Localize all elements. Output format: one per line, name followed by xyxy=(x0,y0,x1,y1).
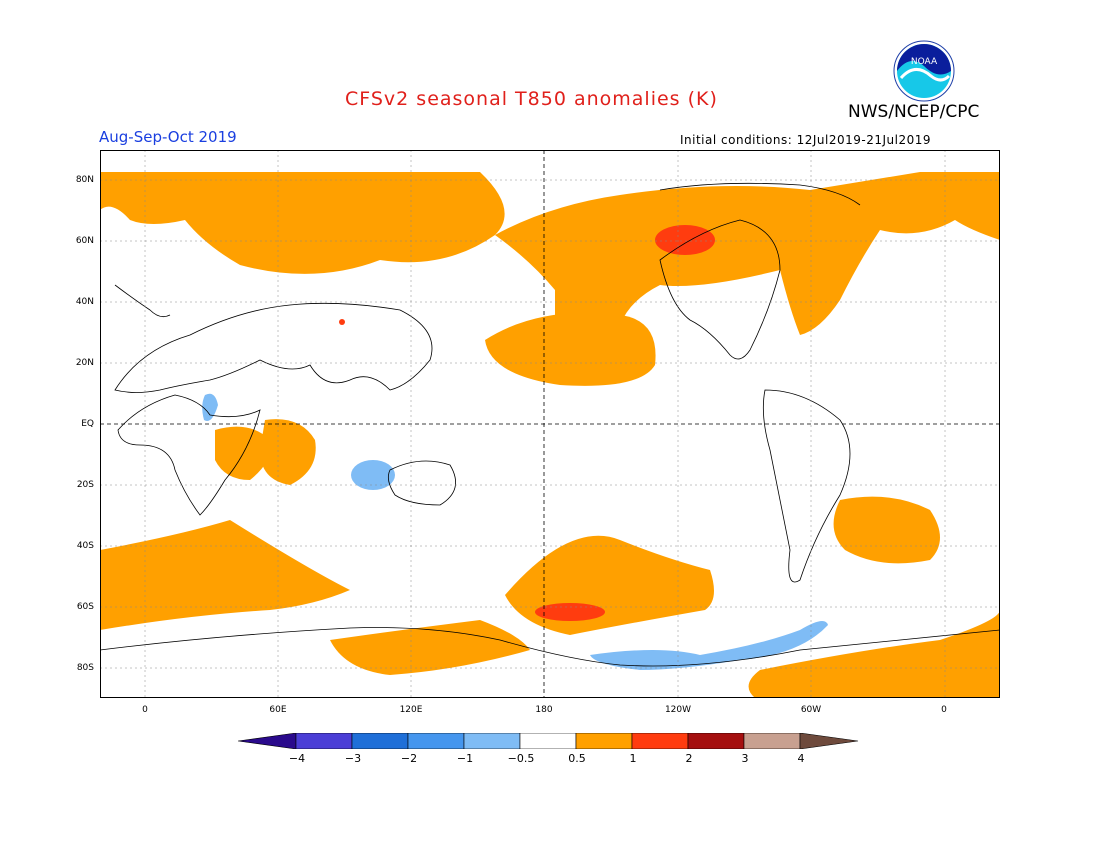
colorbar-segment xyxy=(519,733,577,749)
coastline-arctic xyxy=(659,182,861,206)
colorbar-segment xyxy=(238,733,297,749)
coastline-africa xyxy=(117,394,261,516)
colorbar-segment xyxy=(743,733,801,749)
lat-label: 40N xyxy=(75,297,94,307)
lat-label: 20N xyxy=(75,358,94,368)
anomaly-area-north-pacific-america xyxy=(495,172,1000,335)
anomaly-area-central-pacific xyxy=(485,312,656,386)
graticule xyxy=(100,150,1000,698)
svg-text:NOAA: NOAA xyxy=(911,57,938,67)
colorbar xyxy=(238,733,859,749)
colorbar-label: −4 xyxy=(288,752,306,765)
lat-label: EQ xyxy=(81,419,94,429)
colorbar-label: 1 xyxy=(629,752,637,765)
anomaly-area-weddell-sea xyxy=(748,610,1000,698)
coastline-north-america xyxy=(659,219,781,360)
lon-label: 180 xyxy=(535,705,553,715)
anomaly-map xyxy=(100,150,1000,698)
colorbar-segment xyxy=(295,733,353,749)
lon-label: 0 xyxy=(142,705,148,715)
anomaly-area-north-america-east xyxy=(786,217,860,300)
anomaly-area-southern-ocean-cool xyxy=(590,621,828,670)
colorbar-label: 3 xyxy=(741,752,749,765)
lat-label: 60N xyxy=(75,236,94,246)
lon-label: 0 xyxy=(941,705,947,715)
anomaly-area-south-pacific-strong xyxy=(535,603,605,621)
anomaly-area-indian-ocean-cool xyxy=(351,460,395,490)
coastline-europe xyxy=(114,284,171,318)
anomaly-area-east-africa-cool xyxy=(202,393,218,421)
lat-label: 80N xyxy=(75,175,94,185)
colorbar-segment xyxy=(799,733,859,749)
colorbar-segment xyxy=(351,733,409,749)
colorbar-label: 2 xyxy=(685,752,693,765)
colorbar-label: 4 xyxy=(797,752,805,765)
colorbar-label: −2 xyxy=(400,752,418,765)
colorbar-segment xyxy=(575,733,633,749)
colorbar-segment xyxy=(463,733,521,749)
lat-label: 40S xyxy=(76,541,94,551)
initial-conditions-label: Initial conditions: 12Jul2019-21Jul2019 xyxy=(680,133,932,147)
negative-anomaly-regions xyxy=(202,393,828,670)
map-title: CFSv2 seasonal T850 anomalies (K) xyxy=(345,88,718,110)
agency-label: NWS/NCEP/CPC xyxy=(848,102,980,122)
coastlines xyxy=(100,182,1000,667)
lon-label: 60E xyxy=(269,705,287,715)
lon-label: 120E xyxy=(399,705,423,715)
colorbar-label: −1 xyxy=(456,752,474,765)
lat-label: 20S xyxy=(76,480,94,490)
season-label: Aug-Sep-Oct 2019 xyxy=(99,128,237,146)
colorbar-segment xyxy=(407,733,465,749)
lat-label: 60S xyxy=(76,602,94,612)
colorbar-segment xyxy=(631,733,689,749)
anomaly-area-hudson-bay xyxy=(655,225,715,255)
anomaly-area-north-atlantic-eurasia xyxy=(100,172,505,274)
lon-label: 120W xyxy=(664,705,692,715)
lon-label: 60W xyxy=(800,705,822,715)
coastline-antarctica xyxy=(100,627,1000,667)
anomaly-area-southern-ocean xyxy=(330,620,530,675)
coastline-south-america xyxy=(762,389,851,583)
colorbar-label: −3 xyxy=(344,752,362,765)
anomaly-area-south-atlantic-west xyxy=(833,496,940,564)
lat-label: 80S xyxy=(76,663,94,673)
positive-anomaly-regions xyxy=(100,172,1000,698)
reference-lines xyxy=(100,150,1000,698)
colorbar-label: 0.5 xyxy=(568,752,586,765)
noaa-logo: NOAA xyxy=(893,40,955,102)
coastline-eurasia xyxy=(114,302,433,393)
strong-positive-anomaly-regions xyxy=(339,225,715,621)
colorbar-segment xyxy=(687,733,745,749)
colorbar-label: −0.5 xyxy=(507,752,535,765)
coastline-australia xyxy=(387,460,457,506)
anomaly-area-south-atlantic-africa xyxy=(100,520,350,630)
anomaly-area-madagascar xyxy=(260,419,316,485)
anomaly-area-tibet xyxy=(339,319,345,325)
